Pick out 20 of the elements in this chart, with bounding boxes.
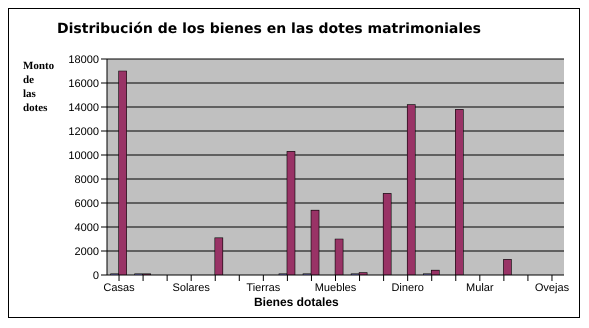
x-tick-label: Casas — [103, 282, 136, 294]
x-tick-label: Ovejas — [534, 282, 570, 294]
chart-title: Distribución de los bienes en las dotes matrimoniales — [56, 21, 482, 37]
y-tick-label: 16000 — [68, 78, 99, 90]
x-axis-title: Bienes dotales — [254, 295, 339, 309]
x-tick-label: Muebles — [314, 282, 357, 294]
x-tick-label: Solares — [172, 282, 210, 294]
x-tick-label: Mular — [466, 282, 494, 294]
y-tick-label: 12000 — [68, 126, 99, 138]
y-tick-label: 18000 — [68, 54, 99, 66]
x-tick-label: Dinero — [391, 282, 424, 294]
y-axis-title: Monto de las dotes — [23, 59, 54, 115]
y-tick-label: 8000 — [74, 174, 99, 186]
y-tick-label: 2000 — [74, 246, 99, 258]
y-tick-label: 0 — [92, 270, 99, 282]
y-tick-label: 10000 — [68, 150, 99, 162]
y-tick-label: 4000 — [74, 222, 99, 234]
y-tick-label: 14000 — [68, 102, 99, 114]
y-tick-label: 6000 — [74, 198, 99, 210]
x-tick-label: Tierras — [246, 282, 281, 294]
